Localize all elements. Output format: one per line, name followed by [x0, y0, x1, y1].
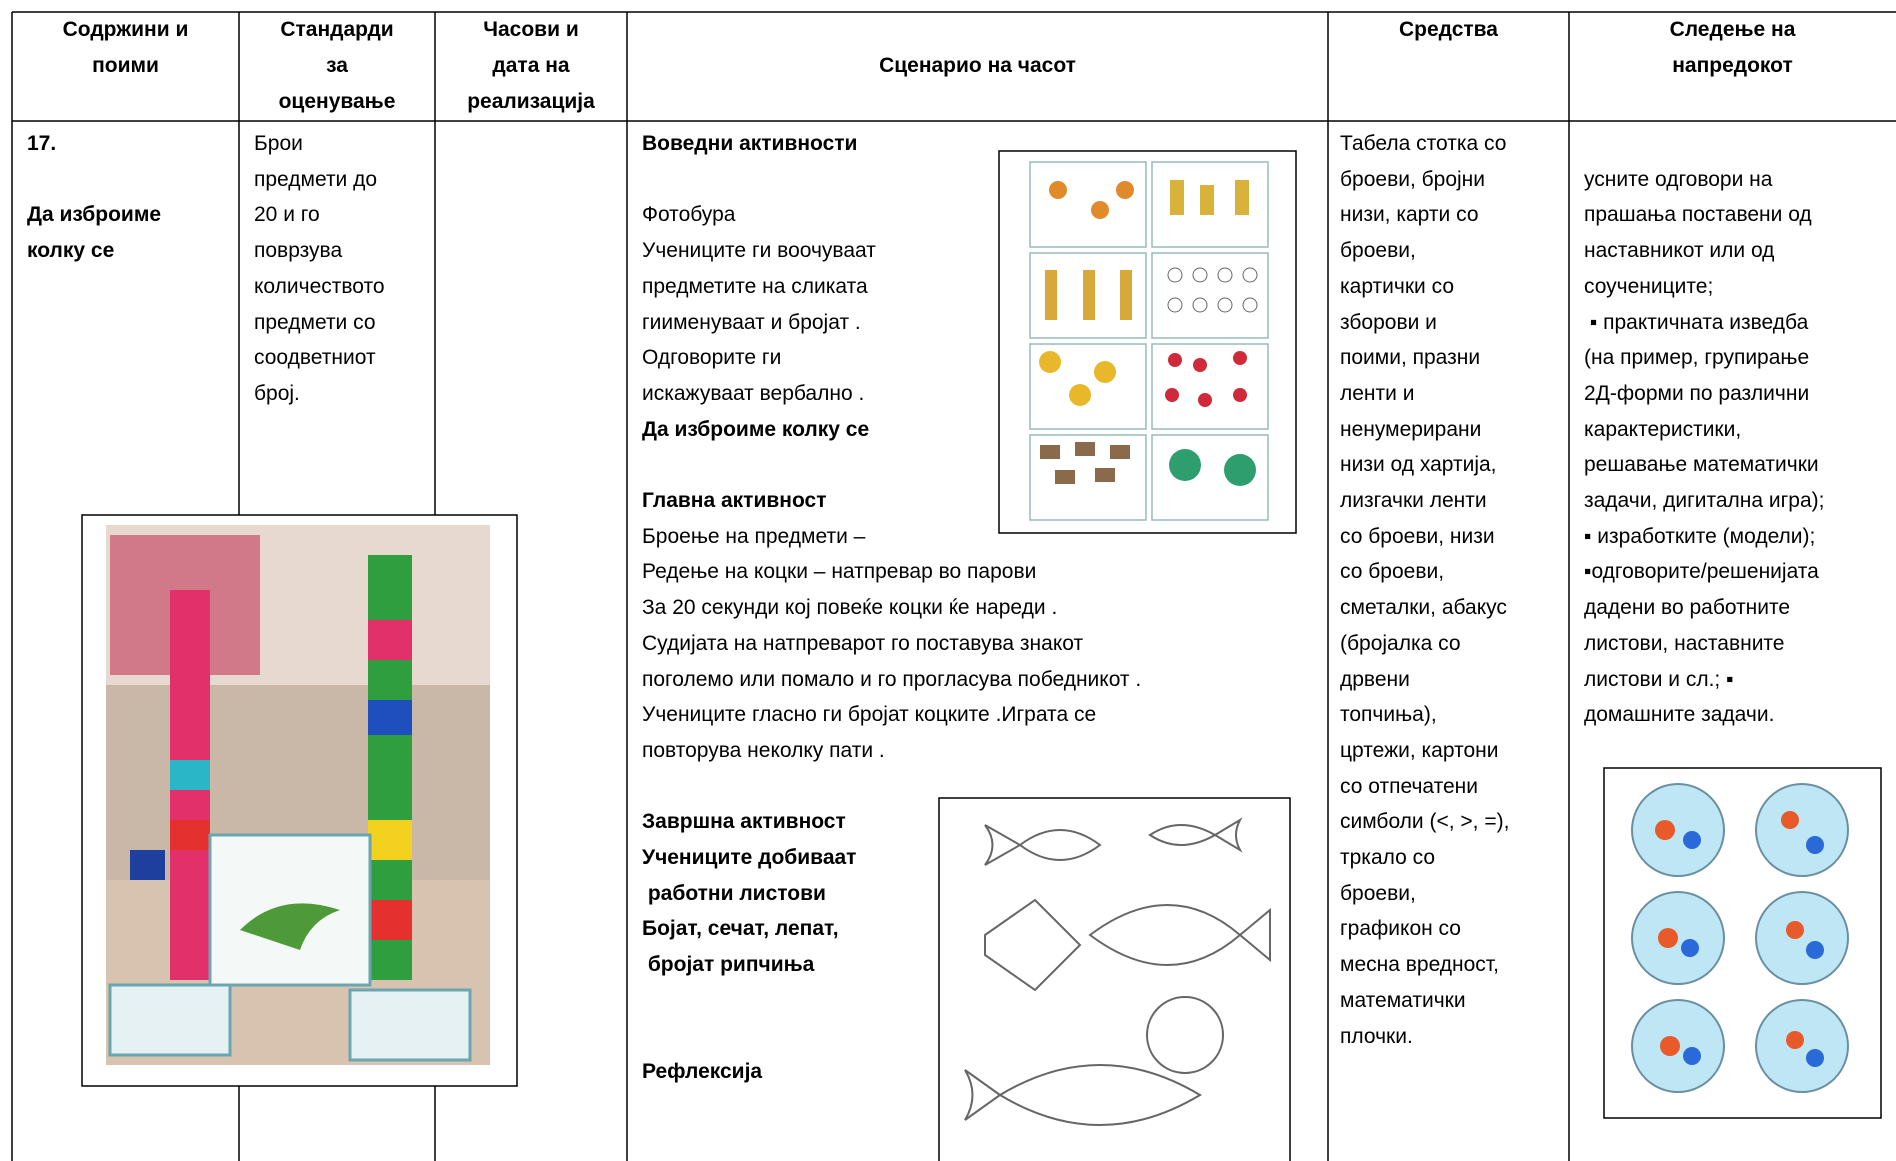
- scenario-text: Судијата на натпреварот го поставува зна…: [642, 631, 1084, 655]
- scenario-bold: Бојат, сечат, лепат,: [642, 917, 839, 941]
- standards-text: број.: [254, 381, 300, 405]
- resources-text: Табела стотка со: [1340, 132, 1507, 155]
- resources-text: графикон со: [1340, 917, 1461, 941]
- header-text: Стандарди: [280, 18, 394, 41]
- tracking-text: задачи, дигитална игра);: [1584, 489, 1825, 512]
- tracking-text: ▪ практичната изведба: [1584, 310, 1809, 334]
- resources-text: дрвени: [1340, 667, 1410, 691]
- lesson-topic: Да изброиме: [27, 203, 162, 227]
- resources-text: ленти и: [1340, 381, 1415, 405]
- tracking-text: домашните задачи.: [1584, 703, 1775, 727]
- section-heading: Завршна активност: [642, 810, 846, 834]
- scenario-text: повторува неколку пати .: [642, 738, 885, 762]
- tracking-text: наставникот или од: [1584, 239, 1775, 263]
- resources-text: зборови и: [1340, 310, 1437, 334]
- tracking-text: дадени во работните: [1584, 596, 1791, 620]
- scenario-text: Одговорите ги: [642, 346, 782, 370]
- resources-text: ненумерирани: [1340, 417, 1482, 441]
- table-grid: [11, 11, 1896, 1161]
- lesson-number: 17.: [27, 132, 57, 155]
- header-text: Сценарио на часот: [879, 54, 1076, 77]
- scenario-text: Учениците гласно ги бројат коцките .Игра…: [642, 703, 1097, 727]
- resources-text: со броеви, низи: [1340, 524, 1495, 548]
- standards-text: соодветниот: [254, 346, 376, 370]
- header-text: Средства: [1398, 18, 1498, 41]
- scenario-bold: Учениците добиваат: [642, 846, 857, 869]
- resources-text: низи, карти со: [1340, 203, 1479, 227]
- photo: [81, 514, 518, 1087]
- standards-text: поврзува: [254, 239, 343, 263]
- scenario-text: Фотобура: [642, 203, 736, 227]
- tracking-text: листови и сл.; ▪: [1584, 667, 1734, 691]
- header-text: оценување: [278, 90, 396, 113]
- header-text: за: [326, 54, 348, 77]
- tracking-text: решавање математички: [1584, 453, 1819, 477]
- scenario-text: поголемо или помало и го прогласува побе…: [642, 667, 1142, 691]
- scenario-bold: Да изброиме колку се: [642, 417, 870, 441]
- standards-text: 20 и го: [254, 203, 320, 227]
- section-heading: Воведни активности: [642, 132, 858, 155]
- resources-text: лизгачки ленти: [1340, 489, 1487, 512]
- tracking-text: ▪одговорите/решенијата: [1584, 560, 1819, 584]
- scenario-text: гиименуваат и бројат .: [642, 310, 861, 334]
- header-text: напредокот: [1672, 54, 1793, 77]
- standards-text: предмети до: [254, 167, 378, 191]
- resources-text: поими, празни: [1340, 346, 1481, 370]
- header-text: реализација: [467, 90, 595, 113]
- scenario-bold: работни листови: [642, 881, 826, 905]
- resources-text: низи од хартија,: [1340, 453, 1497, 477]
- resources-text: математички: [1340, 988, 1466, 1012]
- tracking-text: 2Д-форми по различни: [1584, 381, 1810, 405]
- standards-text: предмети со: [254, 310, 376, 334]
- section-heading: Главна активност: [642, 489, 827, 512]
- header-text: Содржини и: [62, 18, 189, 41]
- header-text: Часови и: [483, 18, 579, 41]
- tracking-text: листови, наставните: [1584, 631, 1785, 655]
- resources-text: броеви,: [1340, 239, 1416, 263]
- resources-text: сметалки, абакус: [1340, 596, 1507, 620]
- scenario-text: Броење на предмети –: [642, 524, 866, 548]
- tracking-text: соучениците;: [1584, 274, 1714, 298]
- tracking-text: усните одговори на: [1584, 167, 1773, 191]
- resources-text: броеви,: [1340, 881, 1416, 905]
- tracking-text: прашања поставени од: [1584, 203, 1812, 227]
- section-heading: Рефлексија: [642, 1060, 763, 1084]
- resources-text: (бројалка со: [1340, 631, 1461, 655]
- scenario-text: За 20 секунди кој повеќе коцки ќе нареди…: [642, 596, 1058, 620]
- scenario-bold: бројат рипчиња: [642, 953, 815, 977]
- tracking-text: ▪ изработките (модели);: [1584, 524, 1816, 548]
- tracking-text: (на пример, групирање: [1584, 346, 1810, 370]
- resources-text: симболи (<, >, =),: [1340, 810, 1510, 834]
- resources-text: цртежи, картони: [1340, 738, 1499, 762]
- fishbowl-picture: [1603, 767, 1882, 1119]
- resources-text: тркало со: [1340, 846, 1436, 869]
- header-text: дата на: [492, 54, 570, 77]
- standards-text: количеството: [254, 274, 385, 298]
- resources-text: плочки.: [1340, 1024, 1413, 1048]
- counting-picture: [998, 150, 1297, 534]
- scenario-text: предметите на сликата: [642, 274, 868, 298]
- scenario-text: Редење на коцки – натпревар во парови: [642, 560, 1037, 584]
- fish-picture: [938, 797, 1291, 1161]
- header-text: Следење на: [1669, 18, 1796, 41]
- resources-text: месна вредност,: [1340, 953, 1499, 977]
- resources-text: картички со: [1340, 274, 1455, 298]
- standards-text: Брои: [254, 132, 303, 155]
- lesson-topic: колку се: [27, 239, 115, 263]
- header-text: поими: [92, 54, 159, 77]
- resources-text: топчиња),: [1340, 703, 1437, 727]
- scenario-text: искажуваат вербално .: [642, 381, 865, 405]
- resources-text: со броеви,: [1340, 560, 1445, 584]
- resources-text: броеви, бројни: [1340, 167, 1486, 191]
- scenario-text: Учениците ги воочуваат: [642, 239, 876, 263]
- resources-text: со отпечатени: [1340, 774, 1478, 798]
- tracking-text: карактеристики,: [1584, 417, 1742, 441]
